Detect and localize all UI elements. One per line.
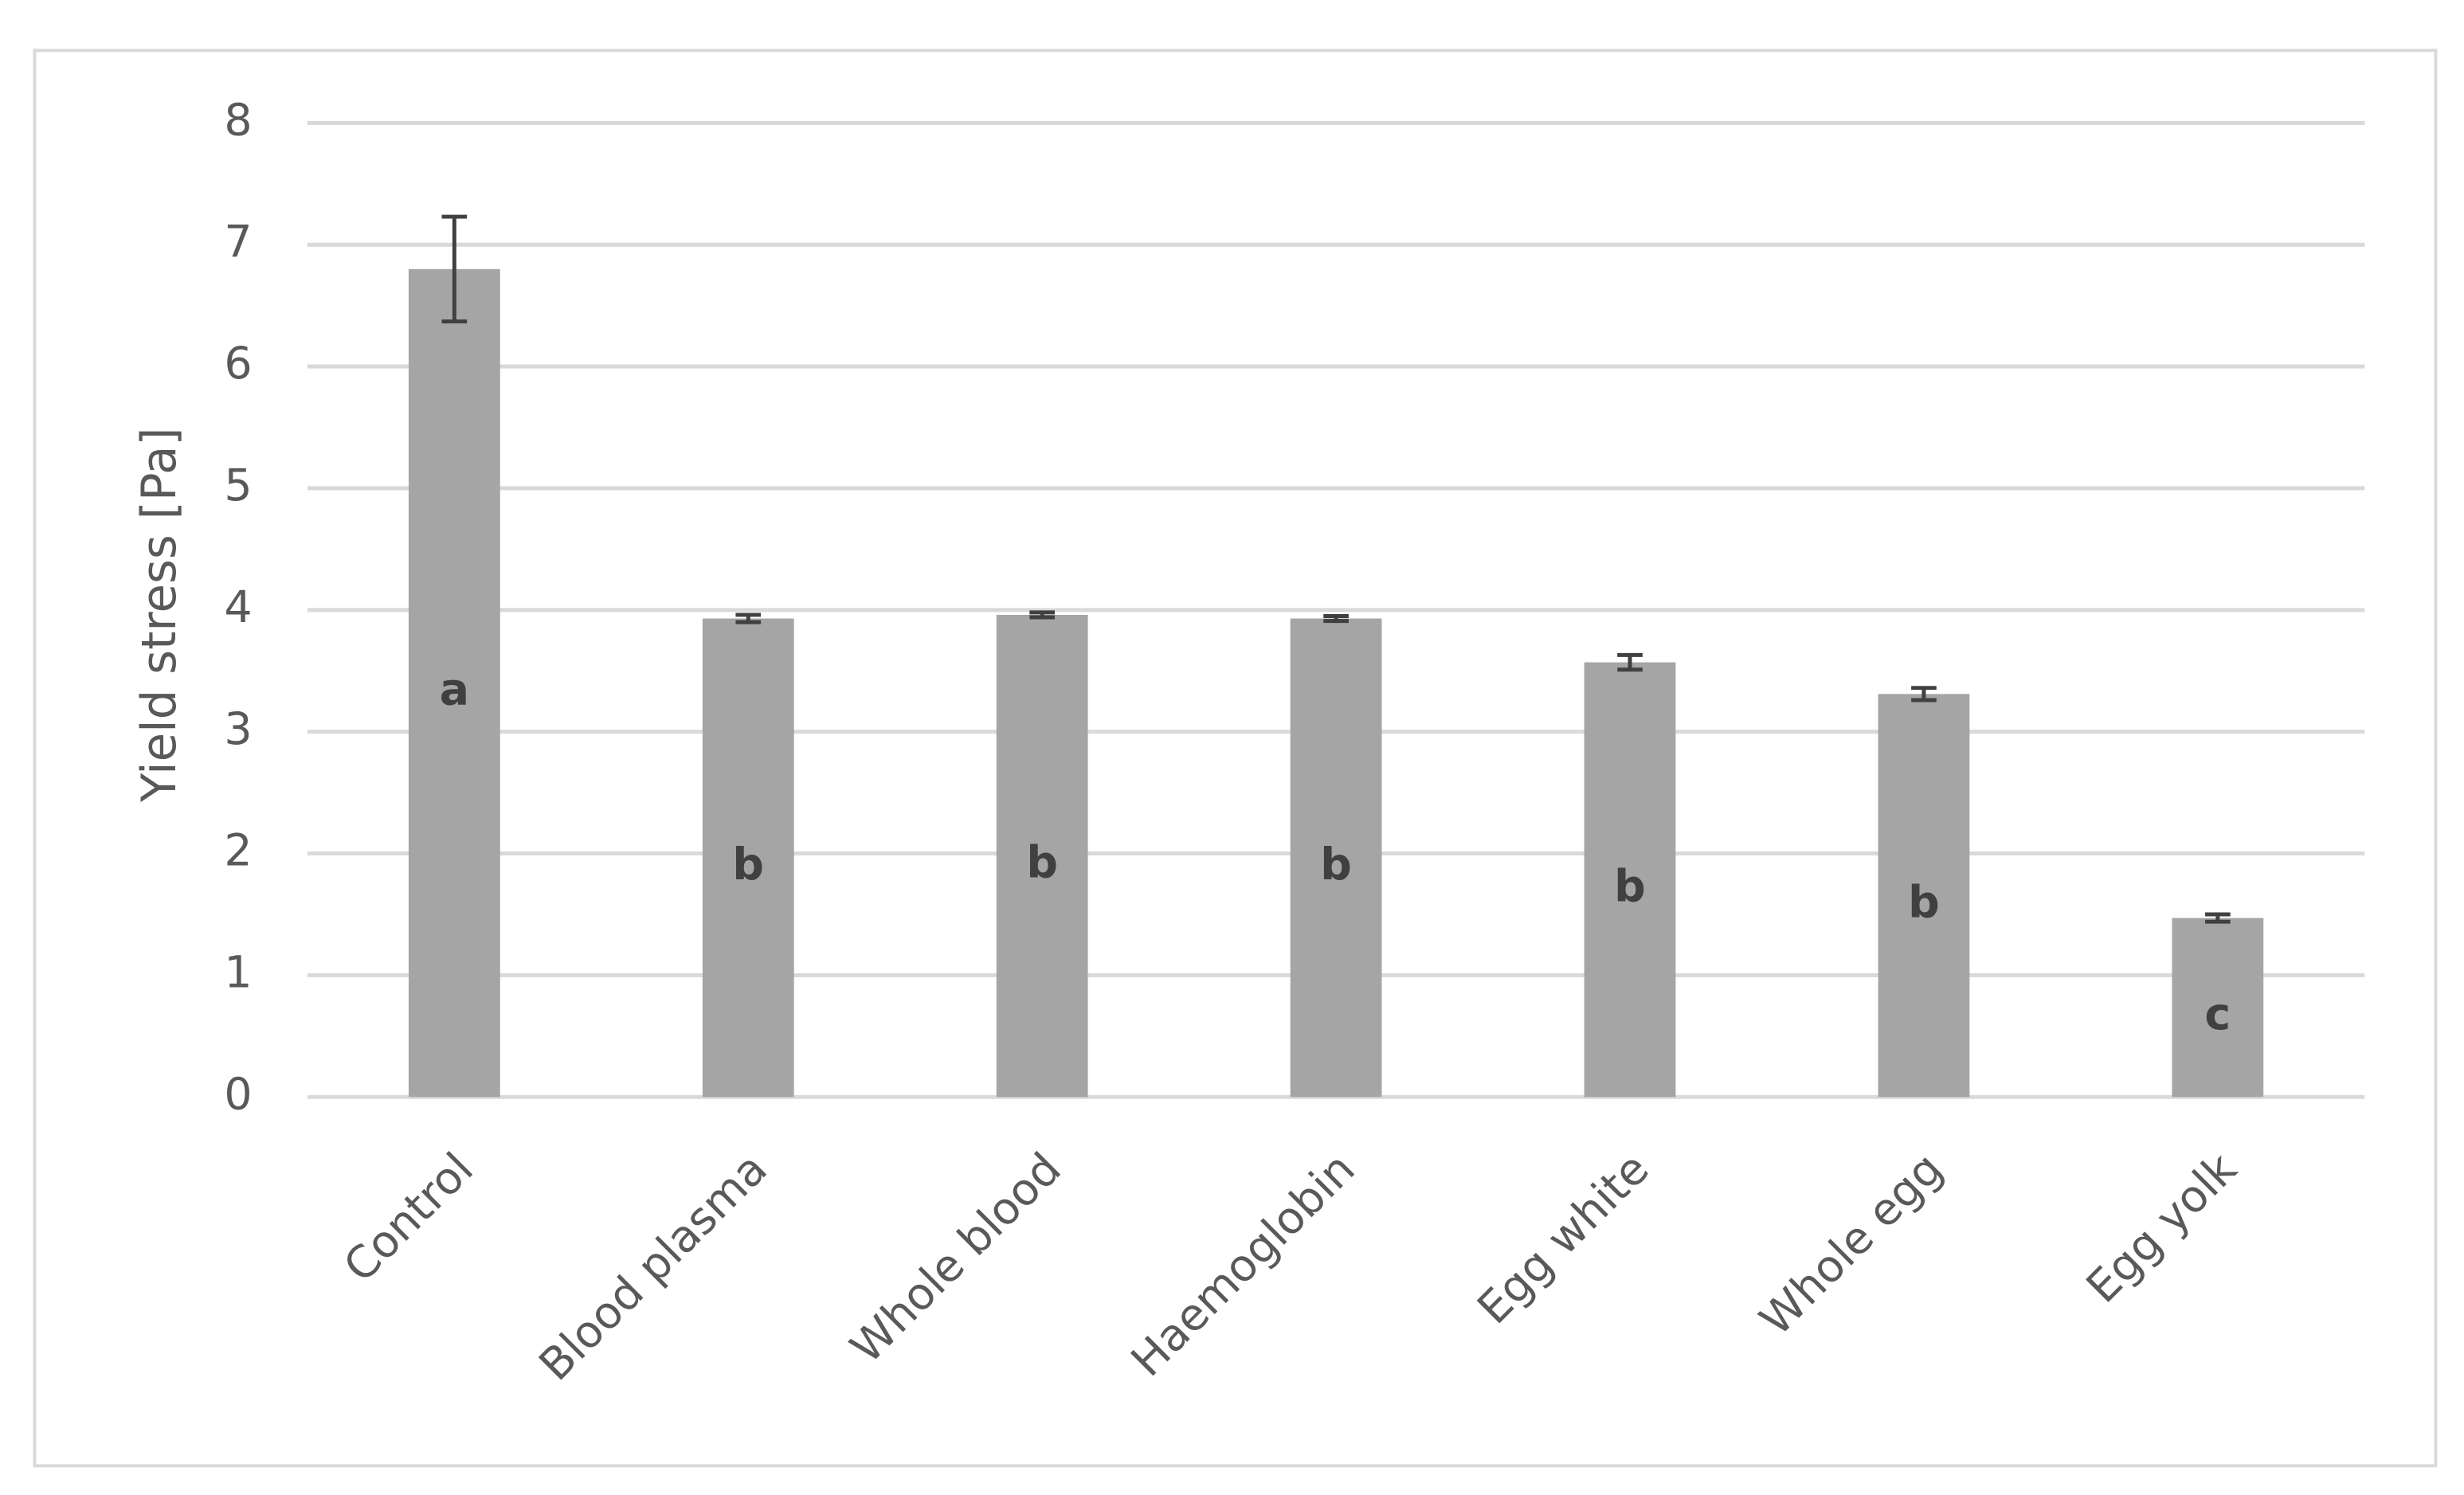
error-bar <box>1911 686 1937 702</box>
error-bar <box>1029 610 1056 620</box>
error-bar <box>1617 652 1643 672</box>
y-tick-label: 1 <box>224 948 252 999</box>
error-bar <box>2205 912 2231 924</box>
bar <box>702 618 794 1098</box>
y-axis-label: Yield stress [Pa] <box>131 427 186 803</box>
y-tick-label: 6 <box>224 339 252 389</box>
bar <box>1290 618 1382 1098</box>
y-tick-label: 7 <box>224 217 252 268</box>
y-tick-label: 0 <box>224 1069 252 1120</box>
significance-label: b <box>1908 877 1940 928</box>
significance-label: b <box>732 839 764 890</box>
error-bar <box>441 214 468 324</box>
y-tick-label: 5 <box>224 460 252 511</box>
y-tick-label: 3 <box>224 704 252 755</box>
error-bar <box>735 612 762 624</box>
y-tick-label: 8 <box>224 96 252 147</box>
significance-label: c <box>2204 989 2231 1040</box>
bar <box>1878 694 1970 1098</box>
bar <box>996 614 1088 1098</box>
significance-label: b <box>1026 838 1058 889</box>
y-tick-label: 2 <box>224 826 252 877</box>
y-tick-label: 4 <box>224 582 252 633</box>
bar <box>2172 918 2264 1098</box>
bar <box>1584 662 1676 1098</box>
significance-label: b <box>1614 861 1646 912</box>
significance-label: a <box>440 665 469 716</box>
error-bar <box>1323 614 1349 624</box>
significance-label: b <box>1320 839 1352 890</box>
bar <box>408 268 500 1098</box>
